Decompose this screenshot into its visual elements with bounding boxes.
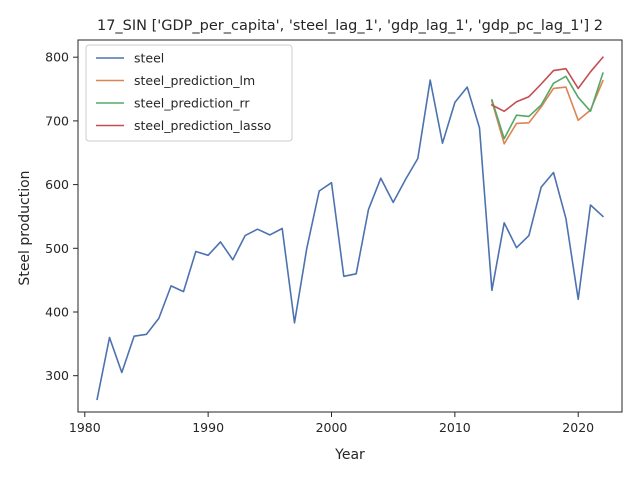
y-tick-label: 400 xyxy=(45,304,69,319)
y-tick-label: 300 xyxy=(45,368,69,383)
x-tick-label: 2010 xyxy=(439,420,471,435)
x-tick-label: 2020 xyxy=(562,420,594,435)
x-axis-label: Year xyxy=(334,447,365,463)
legend-label: steel_prediction_lasso xyxy=(134,118,271,133)
series-line-steel-prediction-lm xyxy=(490,79,604,145)
series-line-steel-prediction-lasso xyxy=(490,56,605,113)
legend-label: steel_prediction_lm xyxy=(134,73,255,88)
series-line-steel-prediction-rr xyxy=(490,72,604,140)
y-tick-label: 600 xyxy=(45,177,69,192)
chart-title: 17_SIN ['GDP_per_capita', 'steel_lag_1',… xyxy=(97,18,603,34)
x-tick-label: 1990 xyxy=(192,420,224,435)
series-line-steel xyxy=(96,79,605,401)
y-tick-label: 800 xyxy=(45,50,69,65)
y-tick-label: 700 xyxy=(45,113,69,128)
legend-label: steel_prediction_rr xyxy=(134,96,250,111)
y-tick-label: 500 xyxy=(45,241,69,256)
legend-box xyxy=(85,44,293,142)
x-tick-label: 2000 xyxy=(316,420,348,435)
plot-frame xyxy=(77,39,623,413)
plot-area: 1980 1990 2000 2010 2020 300 400 500 600 700 800 st… xyxy=(45,39,623,435)
x-tick-label: 1980 xyxy=(69,420,101,435)
y-axis-label: Steel production xyxy=(17,170,33,285)
legend-label: steel xyxy=(134,51,164,66)
